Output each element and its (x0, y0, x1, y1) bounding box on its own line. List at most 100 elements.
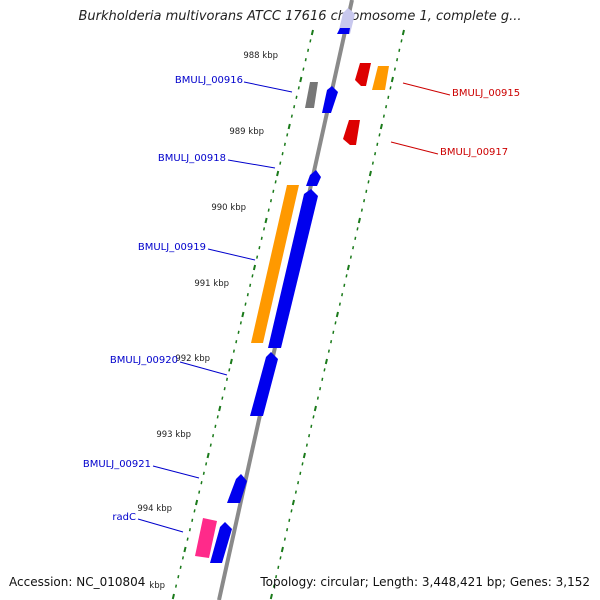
scale-right-tick (352, 246, 355, 250)
scale-right-tick (310, 424, 313, 428)
scale-right-tick (345, 274, 348, 278)
scale-left-tick (209, 443, 212, 447)
scale-tick-label: 993 kbp (156, 430, 191, 440)
gene-label-left[interactable]: BMULJ_00918 (158, 153, 226, 164)
gene-label-left[interactable]: radC (112, 512, 136, 523)
gene-arrow-top[interactable] (337, 28, 350, 34)
scale-left-tick (258, 246, 261, 250)
scale-tick-label: 991 kbp (194, 279, 229, 289)
scale-right-tick (330, 340, 333, 344)
gene-label-left[interactable]: BMULJ_00916 (175, 75, 243, 86)
scale-left-tick (174, 584, 178, 588)
scale-right-tick (387, 95, 390, 99)
gene-label-right[interactable]: BMULJ_00917 (440, 147, 508, 158)
scale-right-tick (341, 293, 344, 297)
scale-right-tick (327, 349, 330, 353)
gene-arrow-bmulj-00921[interactable] (227, 474, 247, 503)
scale-left-tick (186, 537, 189, 541)
scale-left-tick (235, 340, 238, 344)
callout-line (152, 465, 200, 479)
scale-left-tick (246, 293, 249, 297)
scale-right-tick (346, 264, 350, 271)
scale-left-tick (193, 509, 196, 513)
scale-right-tick (365, 189, 368, 193)
scale-left-tick (244, 302, 247, 306)
scale-left-tick (281, 152, 284, 156)
scale-right-tick (357, 217, 361, 224)
gene-label-left[interactable]: BMULJ_00921 (83, 459, 151, 470)
gene-arrow-bmulj-00918[interactable] (306, 170, 321, 186)
scale-right-tick (299, 471, 302, 475)
scale-left-tick (205, 462, 208, 466)
gene-arrow-radc[interactable] (210, 522, 232, 563)
scale-left-tick (260, 236, 263, 240)
callout-line (137, 518, 184, 533)
gene-arrow-bmulj-00919-orange[interactable] (251, 185, 299, 343)
scale-left-tick (241, 311, 245, 318)
gene-arrow-bmulj-00920[interactable] (250, 352, 278, 416)
scale-right-tick (393, 67, 396, 71)
scale-left-tick (283, 142, 286, 146)
scale-tick-label: 994 kbp (137, 504, 172, 514)
scale-left-tick (202, 471, 205, 475)
scale-right-tick (319, 387, 322, 391)
scale-right-tick (379, 123, 383, 130)
gene-callouts: BMULJ_00916 BMULJ_00918 BMULJ_00919 BMULJ_0… (83, 75, 520, 533)
scale-left-tick (297, 86, 300, 90)
accession-label: Accession: NC_010804 (9, 575, 146, 589)
scale-right-tick (338, 302, 341, 306)
scale-right-tick (305, 443, 308, 447)
scale-left-tick (239, 321, 242, 325)
scale-right-tick (290, 509, 293, 513)
scale-right-tick (371, 161, 374, 165)
scale-right-tick (390, 76, 394, 83)
scale-right-tick (396, 58, 399, 62)
scale-left-tick (287, 123, 291, 130)
scale-right-tick (389, 86, 392, 90)
scale-right-tick (272, 584, 275, 588)
topology-summary: Topology: circular; Length: 3,448,421 bp… (260, 575, 590, 589)
scale-tick-label-partial: kbp (149, 581, 165, 591)
scale-right-tick (297, 481, 300, 485)
scale-left-tick (229, 358, 233, 365)
gene-label-left[interactable]: BMULJ_00920 (110, 355, 178, 366)
scale-left-tick (299, 76, 303, 83)
gene-label-right[interactable]: BMULJ_00915 (452, 88, 520, 99)
callout-line (207, 248, 256, 261)
scale-left-tick (307, 48, 310, 52)
scale-right-tick (343, 283, 346, 287)
gene-arrow-bmulj-00916-gray[interactable] (305, 82, 318, 108)
gene-label-left[interactable]: BMULJ_00919 (138, 242, 206, 253)
scale-left-tick (310, 29, 314, 36)
scale-right-tick (275, 575, 278, 579)
scale-left-tick (290, 114, 293, 118)
scale-left-tick (212, 434, 215, 438)
scale-left-tick (267, 208, 270, 212)
scale-left-tick (194, 499, 199, 506)
scale-left-tick (181, 556, 185, 560)
gene-arrow-bmulj-00919[interactable] (268, 189, 318, 348)
gene-arrow-bmulj-00915-orange[interactable] (372, 66, 389, 90)
scale-right-tick (401, 29, 405, 36)
tick-labels: 988 kbp 989 kbp 990 kbp 991 kbp 992 kbp 993 k… (137, 51, 278, 591)
scale-left-tick (228, 368, 231, 372)
scale-left-tick (276, 170, 280, 177)
scale-track-right (269, 29, 405, 600)
scale-left-tick (269, 199, 273, 203)
scale-left-tick (293, 105, 296, 109)
gene-arrow-bmulj-00917[interactable] (343, 120, 360, 145)
gene-arrow-bmulj-00915[interactable] (355, 63, 371, 86)
scale-left-tick (274, 180, 277, 184)
callout-line (227, 159, 276, 169)
scale-left-tick (249, 283, 252, 287)
gene-arrow-radc-pink[interactable] (195, 518, 217, 558)
gene-arrow-bmulj-00916[interactable] (322, 86, 338, 113)
scale-right-tick (302, 452, 306, 459)
scale-left-tick (218, 405, 222, 412)
scale-right-tick (283, 537, 286, 541)
scale-tick-label: 992 kbp (175, 354, 210, 364)
scale-right-tick (286, 528, 289, 532)
scale-right-tick (360, 208, 363, 212)
scale-left-tick (179, 565, 182, 569)
scale-tick-label: 988 kbp (243, 51, 278, 61)
